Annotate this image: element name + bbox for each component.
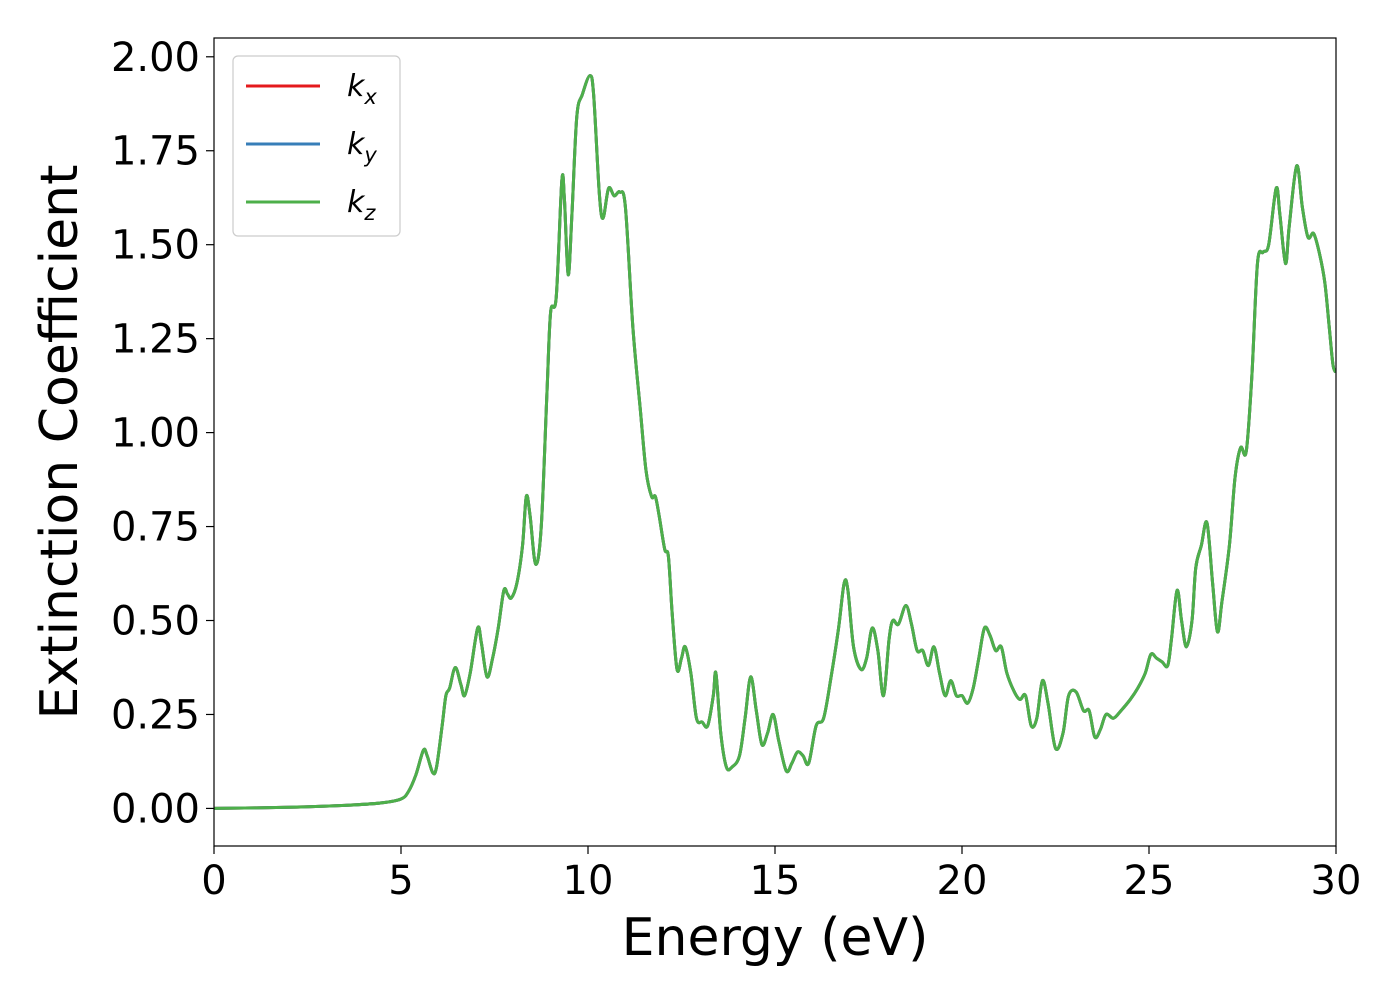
x-axis-label: Energy (eV) <box>622 908 929 968</box>
x-tick-label: 25 <box>1124 858 1175 904</box>
y-tick-label: 1.50 <box>111 223 200 269</box>
y-axis-label: Extinction Coefficient <box>30 165 90 720</box>
legend: kx ky kz <box>232 55 401 237</box>
legend-label-ky: ky <box>347 127 377 167</box>
x-tick-label: 10 <box>563 858 614 904</box>
y-axis: 0.00 0.25 0.50 0.75 1.00 1.25 1.50 1.75 2.00 <box>111 35 214 832</box>
y-tick-label: 0.00 <box>111 786 200 832</box>
y-tick-label: 1.00 <box>111 411 200 457</box>
y-tick-label: 0.50 <box>111 599 200 645</box>
x-tick-label: 15 <box>750 858 801 904</box>
legend-box <box>232 55 401 237</box>
x-axis: 0 5 10 15 20 25 30 <box>201 846 1361 904</box>
series-layer <box>214 74 1336 810</box>
x-tick-label: 30 <box>1311 858 1362 904</box>
x-tick-label: 20 <box>937 858 988 904</box>
y-tick-label: 0.25 <box>111 692 200 738</box>
x-tick-label: 5 <box>388 858 413 904</box>
y-tick-label: 1.75 <box>111 129 200 175</box>
y-tick-label: 1.25 <box>111 317 200 363</box>
y-tick-label: 2.00 <box>111 35 200 81</box>
series-line-kz <box>214 74 1336 810</box>
plot-area <box>214 74 1336 810</box>
x-tick-label: 0 <box>201 858 226 904</box>
legend-label-kx: kx <box>347 69 377 109</box>
legend-label-kz: kz <box>347 185 376 225</box>
y-tick-label: 0.75 <box>111 505 200 551</box>
